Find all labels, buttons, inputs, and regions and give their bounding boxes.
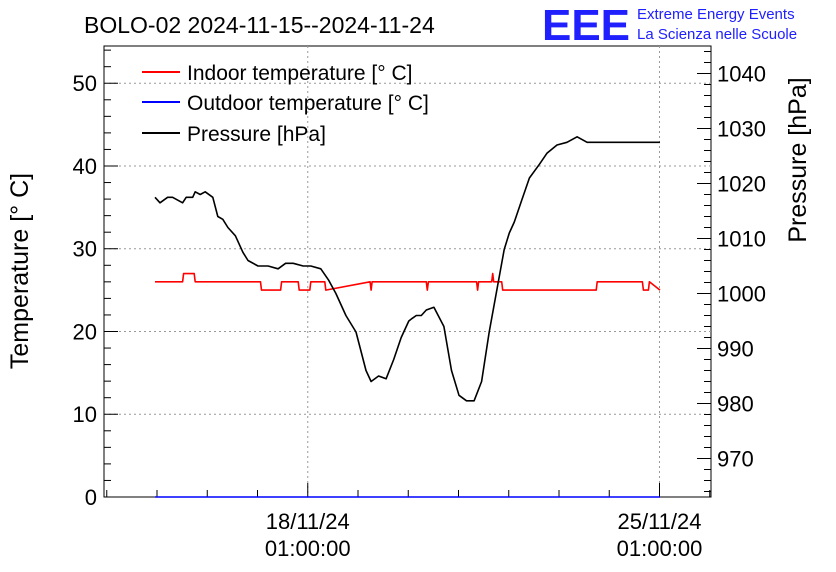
left-axis-tick-label: 40 [73,154,97,179]
legend: Indoor temperature [° C] Outdoor tempera… [142,62,429,146]
left-axis-tick-label: 50 [73,71,97,96]
right-axis: 970 980 990 1000 1010 1020 1030 1040 [697,51,766,492]
x-axis-tick-time: 01:00:00 [265,536,351,561]
grid [104,46,711,497]
x-axis-tick-time: 01:00:00 [617,536,703,561]
logo-line-1: Extreme Energy Events [637,6,795,23]
left-axis-tick-label: 30 [73,237,97,262]
chart-title: BOLO-02 2024-11-15--2024-11-24 [84,12,435,38]
series-pressure [154,136,660,402]
logo-mark: EEE [542,1,630,50]
right-axis-tick-label: 980 [717,392,754,417]
legend-label-outdoor: Outdoor temperature [° C] [187,92,429,115]
left-axis-tick-label: 10 [73,402,97,427]
legend-label-pressure: Pressure [hPa] [187,123,326,146]
series-indoor-temperature [155,272,661,291]
right-axis-tick-label: 1030 [717,117,766,142]
right-axis-title: Pressure [hPa] [784,77,812,242]
right-axis-tick-label: 1040 [717,62,766,87]
legend-label-indoor: Indoor temperature [° C] [187,62,413,85]
eee-logo: EEE Extreme Energy Events La Scienza nel… [542,1,797,50]
right-axis-tick-label: 1000 [717,282,766,307]
x-axis-tick-date: 18/11/24 [266,509,350,534]
left-axis-tick-label: 20 [73,319,97,344]
right-axis-tick-label: 1020 [717,172,766,197]
x-axis-tick-date: 25/11/24 [617,509,701,534]
logo-line-2: La Scienza nelle Scuole [637,26,797,43]
left-axis-title: Temperature [° C] [6,173,34,369]
right-axis-tick-label: 970 [717,447,754,472]
left-axis-tick-label: 0 [85,485,97,510]
right-axis-tick-label: 990 [717,337,754,362]
series-layer [154,136,661,498]
right-axis-tick-label: 1010 [717,227,766,252]
left-axis: 0 10 20 30 40 50 [73,49,118,510]
